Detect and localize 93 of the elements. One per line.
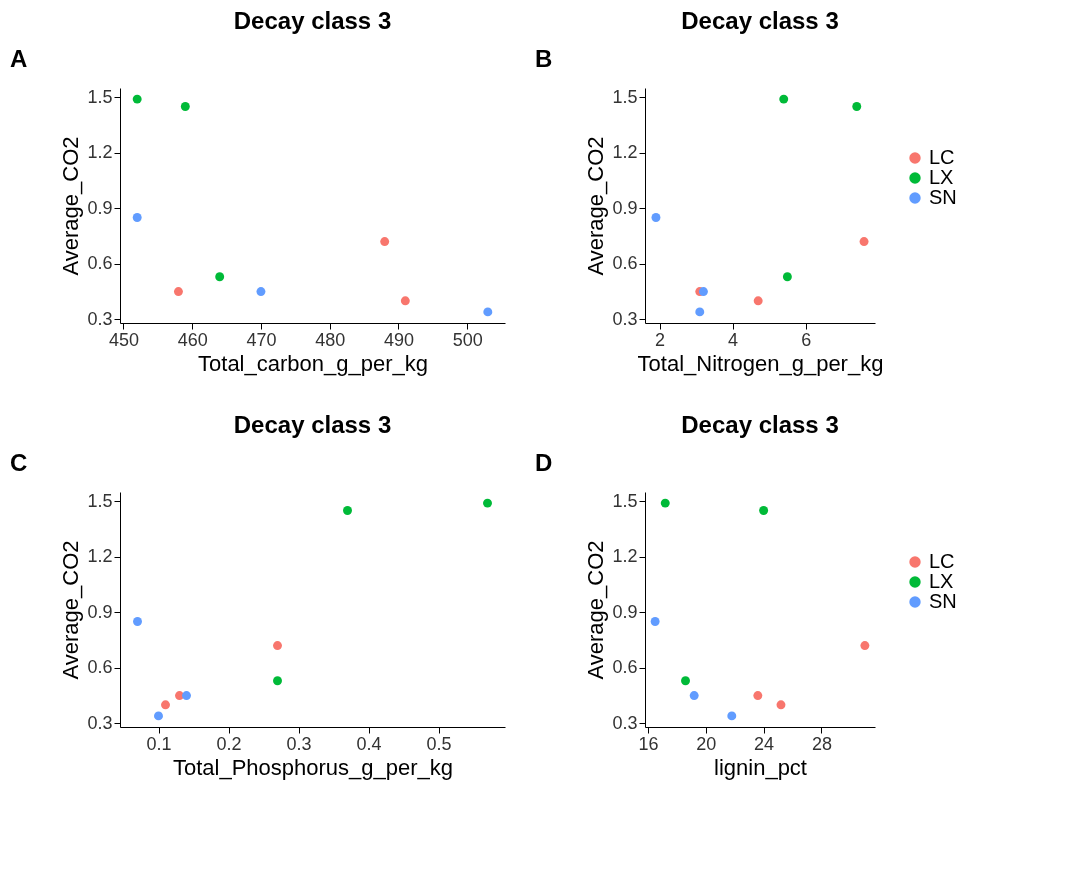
x-tick-label: 24 xyxy=(754,733,775,754)
chart-title: Decay class 3 xyxy=(233,7,392,34)
point xyxy=(273,676,282,686)
point xyxy=(689,691,699,701)
x-tick-label: 460 xyxy=(177,329,208,350)
point xyxy=(483,498,492,508)
point xyxy=(173,287,183,297)
y-axis-title: Average_CO2 xyxy=(58,136,84,276)
y-tick-label: 0.6 xyxy=(87,253,113,274)
y-axis-title: Average_CO2 xyxy=(583,540,609,680)
point xyxy=(483,307,493,317)
x-tick-label: 4 xyxy=(728,329,739,350)
x-axis-title: Total_Nitrogen_g_per_kg xyxy=(637,350,884,376)
y-axis-title: Average_CO2 xyxy=(58,540,84,680)
x-tick-label: 450 xyxy=(108,329,139,350)
y-tick-label: 1.5 xyxy=(87,86,113,107)
point xyxy=(380,237,390,247)
y-tick-label: 0.9 xyxy=(612,601,638,622)
legend-label: LC xyxy=(929,146,955,168)
legend-label: LX xyxy=(929,570,954,592)
point xyxy=(400,296,410,306)
x-tick-label: 20 xyxy=(696,733,717,754)
point xyxy=(132,213,142,222)
y-tick-label: 0.6 xyxy=(87,657,113,678)
text: D xyxy=(535,449,553,476)
text: B xyxy=(535,45,553,72)
y-tick-label: 0.3 xyxy=(612,308,638,329)
x-tick-label: 28 xyxy=(811,733,832,754)
point xyxy=(859,237,869,247)
point xyxy=(860,641,870,651)
text: A xyxy=(10,45,28,72)
x-tick-label: 2 xyxy=(655,329,666,350)
point xyxy=(180,102,190,111)
point xyxy=(852,102,862,111)
x-tick-label: 500 xyxy=(452,329,483,350)
y-axis-title: Average_CO2 xyxy=(583,136,609,276)
point xyxy=(161,700,170,710)
y-tick-label: 1.2 xyxy=(87,546,113,567)
x-tick-label: 6 xyxy=(801,329,812,350)
x-tick-label: 0.4 xyxy=(356,733,382,754)
x-axis-title: Total_carbon_g_per_kg xyxy=(198,350,428,376)
x-tick-label: 480 xyxy=(315,329,346,350)
chart-title: Decay class 3 xyxy=(681,411,839,438)
point xyxy=(343,506,352,515)
y-tick-label: 0.6 xyxy=(612,657,638,678)
chart-title: Decay class 3 xyxy=(233,411,392,438)
text: C xyxy=(10,449,28,476)
x-tick-label: 0.2 xyxy=(216,733,242,754)
point xyxy=(695,307,705,317)
y-tick-label: 0.3 xyxy=(612,712,638,733)
x-tick-label: 0.1 xyxy=(146,733,172,754)
point xyxy=(215,272,225,282)
y-tick-label: 0.3 xyxy=(87,712,113,733)
point xyxy=(779,94,789,104)
x-tick-label: 16 xyxy=(638,733,659,754)
legend-label: SN xyxy=(929,590,957,612)
point xyxy=(182,691,191,701)
y-tick-label: 1.5 xyxy=(612,86,638,107)
legend-label: LX xyxy=(929,166,954,188)
y-tick-label: 1.5 xyxy=(87,490,113,511)
point xyxy=(132,94,142,104)
x-tick-label: 470 xyxy=(246,329,277,350)
y-tick-label: 0.6 xyxy=(612,253,638,274)
point xyxy=(660,498,670,508)
point xyxy=(753,296,763,306)
x-tick-label: 490 xyxy=(383,329,414,350)
x-tick-label: 0.3 xyxy=(286,733,312,754)
point xyxy=(759,506,769,515)
point xyxy=(753,691,763,701)
x-tick-label: 0.5 xyxy=(426,733,452,754)
y-tick-label: 0.9 xyxy=(612,197,638,218)
y-tick-label: 0.3 xyxy=(87,308,113,329)
y-tick-label: 1.2 xyxy=(612,546,638,567)
point xyxy=(273,641,282,651)
y-tick-label: 0.9 xyxy=(87,197,113,218)
point xyxy=(681,676,690,686)
point xyxy=(651,213,661,222)
y-tick-label: 1.2 xyxy=(87,142,113,163)
y-tick-label: 1.5 xyxy=(612,490,638,511)
x-axis-title: Total_Phosphorus_g_per_kg xyxy=(172,754,454,780)
point xyxy=(776,700,786,710)
y-tick-label: 1.2 xyxy=(612,142,638,163)
point xyxy=(256,287,266,297)
point xyxy=(133,617,142,626)
x-axis-title: lignin_pct xyxy=(714,754,807,780)
point xyxy=(650,617,660,626)
point xyxy=(727,711,737,721)
y-tick-label: 0.9 xyxy=(87,601,113,622)
chart-title: Decay class 3 xyxy=(681,7,839,34)
point xyxy=(154,711,163,721)
legend-label: LC xyxy=(929,550,955,572)
legend-label: SN xyxy=(929,186,957,208)
point xyxy=(782,272,792,282)
